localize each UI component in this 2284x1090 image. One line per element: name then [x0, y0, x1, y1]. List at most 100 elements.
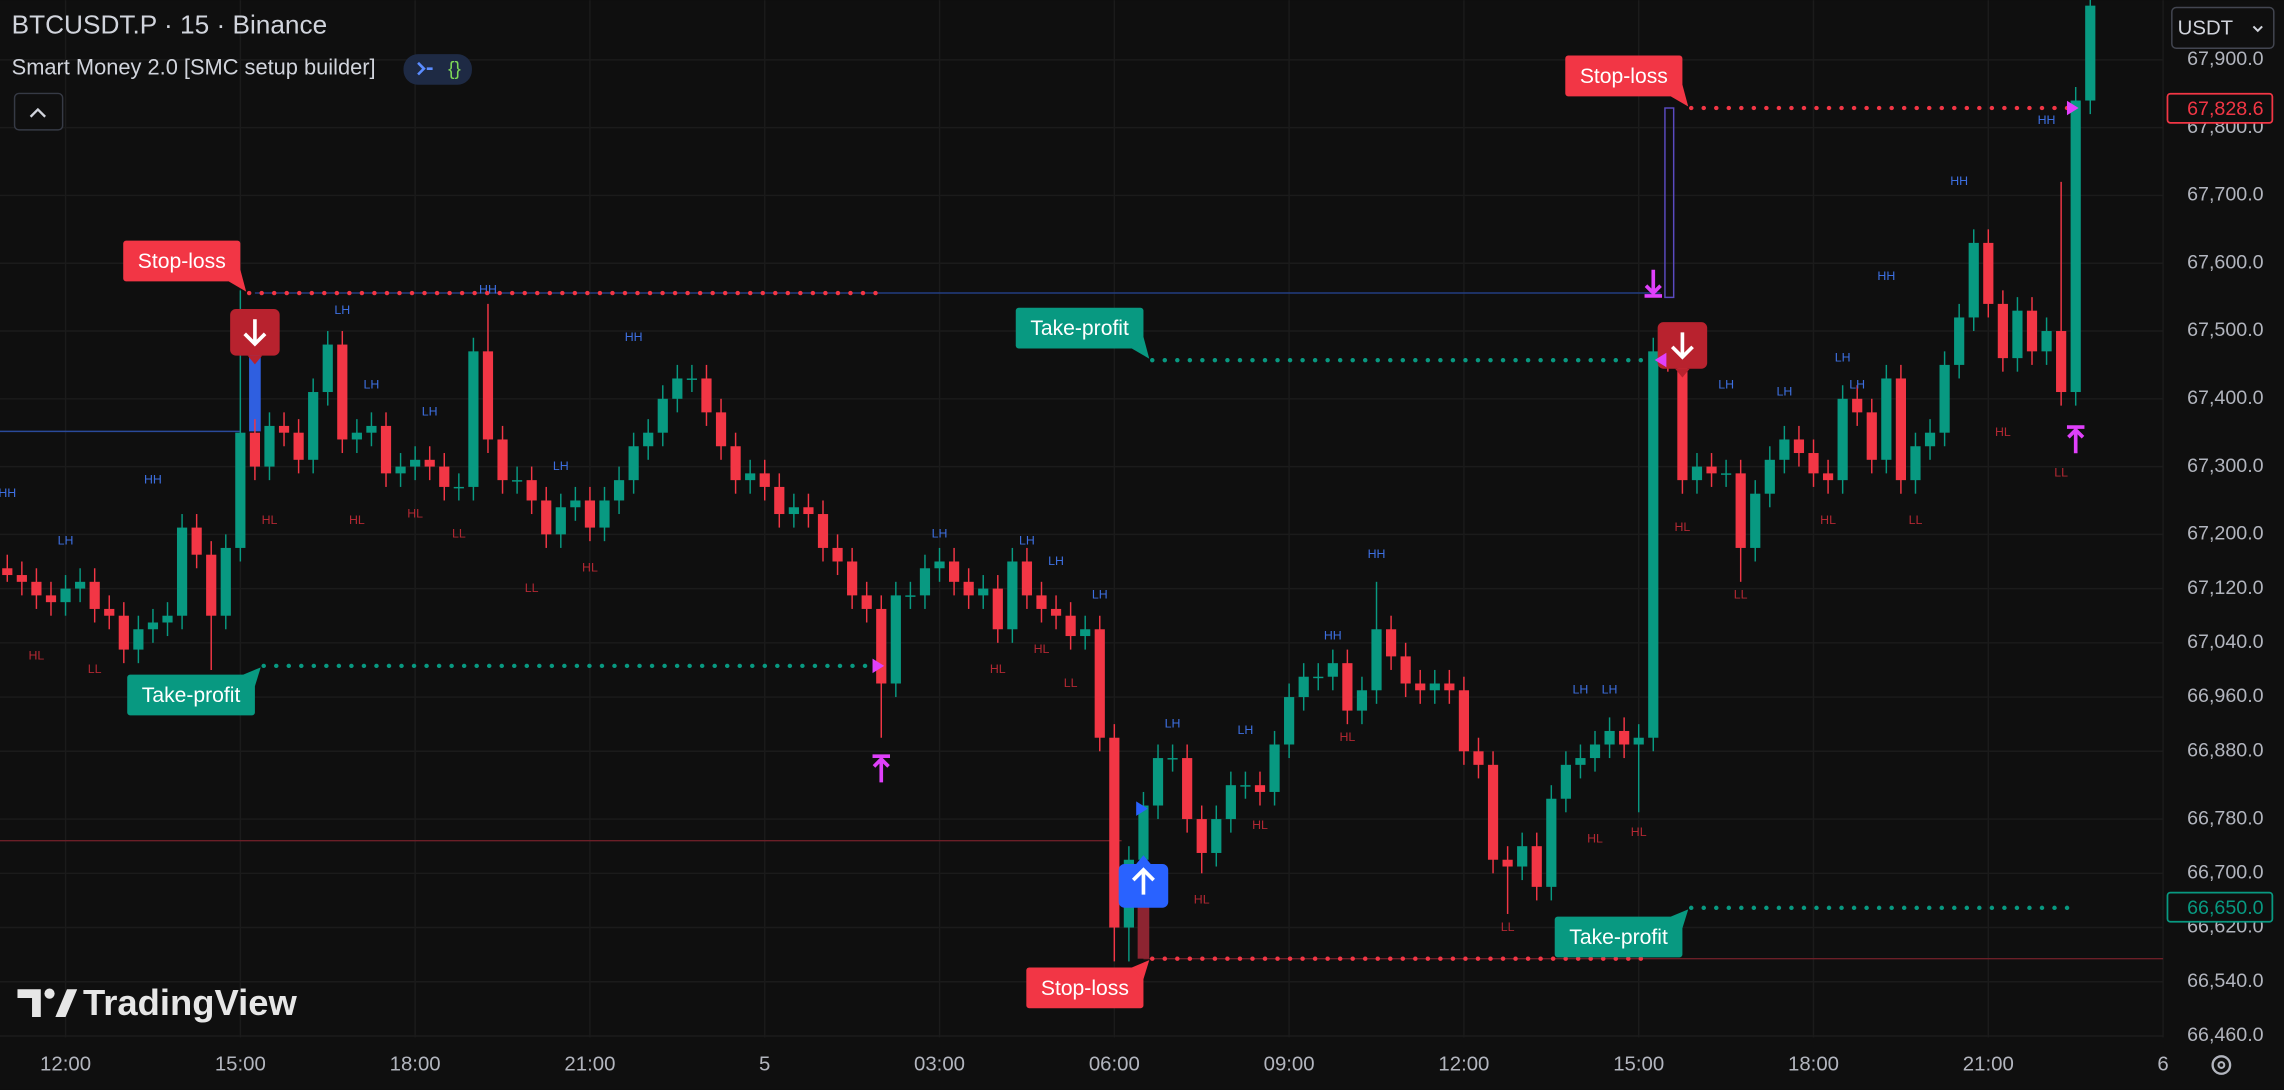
candle-body [774, 486, 785, 515]
candle-body [308, 392, 319, 460]
x-tick-label: 15:00 [215, 1053, 266, 1075]
y-tick-label: 67,400.0 [2187, 387, 2264, 409]
candle-body [1094, 629, 1105, 738]
level-label: Stop-loss [138, 250, 226, 273]
structure-label: LL [88, 662, 102, 676]
candle-body [1750, 493, 1761, 548]
candle-body [1400, 656, 1411, 684]
level-box [1026, 967, 1144, 1009]
structure-label: HL [1995, 425, 2011, 439]
level-tag: Take-profit [127, 667, 261, 716]
level-tag: Take-profit [1015, 307, 1150, 359]
x-tick-label: 18:00 [1788, 1053, 1839, 1075]
candle-body [1793, 439, 1805, 454]
level-box [1565, 55, 1683, 97]
signal-highlight [1664, 107, 1675, 299]
structure-label: HL [1631, 825, 1647, 839]
candle-body [1240, 785, 1251, 787]
candle-body [686, 378, 697, 380]
candle-body [1458, 690, 1470, 752]
level-box [1015, 307, 1144, 349]
y-tick-label: 67,200.0 [2187, 523, 2264, 545]
candle-body [526, 480, 537, 501]
candle-body [89, 581, 100, 609]
candle-body [60, 588, 71, 603]
candle-body [1822, 473, 1834, 481]
overlay: HH LH HL LL HH HL LH HL LH LH HL HH LL LH LL HL HH LH LH LH… [0, 55, 2078, 1009]
candle-body [1036, 595, 1047, 609]
level-label: Stop-loss [1580, 65, 1668, 88]
structure-label: LL [1909, 513, 1923, 527]
candle-body [570, 500, 581, 508]
structure-label: HL [262, 513, 278, 527]
candle-body [1546, 798, 1557, 887]
price-tag-label: 66,650.0 [2187, 897, 2264, 919]
candle-body [2041, 331, 2052, 352]
candle-body [1517, 846, 1528, 867]
candle-body [1735, 473, 1746, 548]
candle-body [992, 588, 1003, 630]
candle-body [249, 432, 261, 467]
candle-body [133, 629, 144, 650]
structure-label: LH [334, 303, 350, 317]
price-tag-label: 67,828.6 [2187, 98, 2264, 120]
candle-body [1080, 629, 1091, 637]
level-tag: Take-profit [1554, 909, 1689, 958]
currency-button[interactable]: USDT [2171, 6, 2275, 50]
structure-label: LH [1092, 588, 1108, 602]
structure-label: HL [1194, 893, 1210, 907]
level-pointer [228, 269, 247, 292]
candle-body [1487, 764, 1499, 860]
candle-body [1342, 663, 1353, 711]
candle-body [351, 432, 362, 440]
indicator-icons[interactable]: {} [403, 54, 472, 85]
candle-body [759, 473, 770, 487]
indicator-title[interactable]: Smart Money 2.0 [SMC setup builder] [12, 54, 376, 79]
x-tick-label: 21:00 [564, 1053, 615, 1075]
structure-label: LH [422, 405, 438, 419]
candle-body [890, 595, 901, 684]
candle-body [439, 466, 450, 487]
candle-body [16, 575, 27, 582]
structure-label: HH [1950, 174, 1968, 188]
structure-label: LH [1849, 378, 1865, 392]
buy-signal [1118, 855, 1169, 908]
candle-body [1924, 432, 1936, 447]
level-pointer [1670, 909, 1689, 929]
candle-body [1604, 730, 1615, 745]
candle-body [817, 514, 829, 548]
candle-body [1619, 730, 1630, 745]
y-tick-label: 67,040.0 [2187, 631, 2264, 653]
candle-body [745, 473, 756, 481]
structure-label: HL [1252, 818, 1268, 832]
candle-body [206, 554, 217, 616]
collapse-button[interactable] [13, 92, 64, 131]
candle-body [1983, 242, 1994, 304]
candle-body [1648, 351, 1659, 738]
structure-label: HH [479, 283, 497, 297]
structure-label: HL [582, 561, 598, 575]
candle-body [1721, 473, 1732, 475]
candle-body [847, 561, 858, 596]
y-tick-label: 67,300.0 [2187, 455, 2264, 477]
level-tag: Stop-loss [123, 240, 247, 292]
candle-body [1895, 378, 1907, 481]
candle-body [934, 561, 945, 569]
candle-body [220, 547, 231, 616]
level-box [123, 240, 241, 282]
candle-body [453, 486, 464, 489]
currency-label[interactable]: USDT [2178, 18, 2233, 40]
settings-button[interactable] [2211, 1055, 2232, 1075]
structure-label: LH [1165, 716, 1181, 730]
candle-body [497, 439, 508, 481]
y-tick-label: 66,540.0 [2187, 970, 2264, 992]
structure-label: LH [1776, 384, 1792, 398]
candle-body [1138, 805, 1149, 860]
entry-marker [1136, 801, 1148, 816]
candle-body [1371, 629, 1382, 691]
grid [0, 0, 2164, 1038]
level-label: Take-profit [1030, 317, 1129, 340]
y-tick-label: 66,460.0 [2187, 1024, 2264, 1046]
candle-body [1225, 785, 1236, 820]
